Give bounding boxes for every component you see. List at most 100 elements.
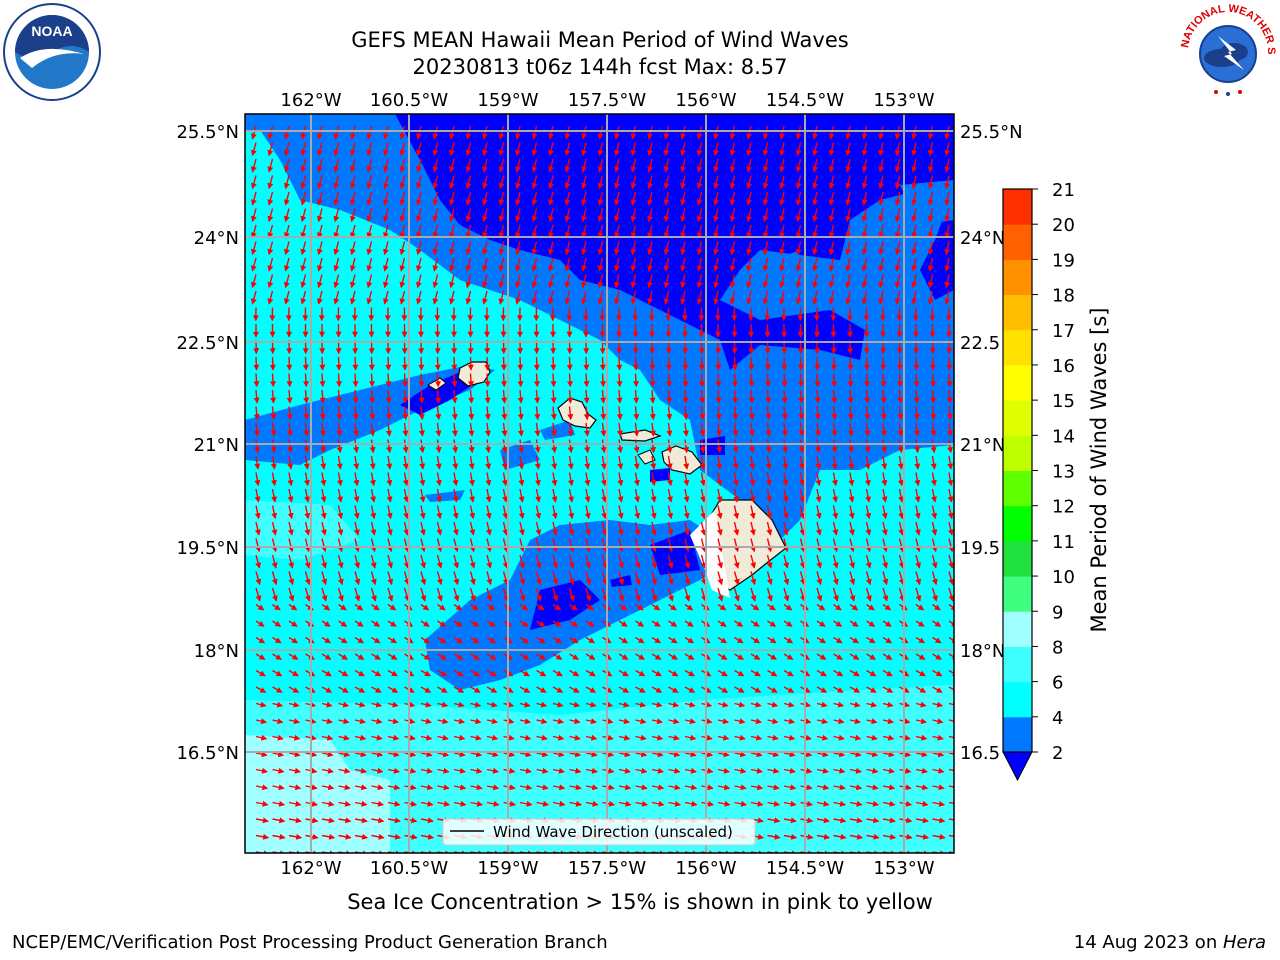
wave-direction-arrow bbox=[614, 290, 620, 305]
wave-direction-arrow bbox=[845, 125, 852, 140]
wave-direction-arrow bbox=[633, 422, 640, 437]
footer-host: Hera bbox=[1222, 932, 1266, 953]
wave-direction-arrow bbox=[649, 373, 656, 388]
wave-direction-arrow bbox=[729, 208, 736, 223]
wave-direction-arrow bbox=[451, 422, 458, 437]
wave-direction-arrow bbox=[696, 257, 703, 272]
wave-direction-arrow bbox=[797, 373, 804, 388]
wave-direction-arrow bbox=[316, 158, 323, 173]
wave-direction-arrow bbox=[418, 406, 425, 421]
wave-direction-arrow bbox=[498, 208, 505, 223]
wave-direction-arrow bbox=[911, 208, 918, 223]
wave-direction-arrow bbox=[630, 257, 637, 272]
wave-direction-arrow bbox=[647, 125, 653, 140]
wave-direction-arrow bbox=[283, 142, 290, 157]
wave-direction-arrow bbox=[748, 356, 755, 371]
wave-direction-arrow bbox=[482, 142, 488, 157]
sea-ice-caption: Sea Ice Concentration > 15% is shown in … bbox=[347, 890, 933, 914]
wave-direction-arrow bbox=[878, 191, 885, 206]
wave-direction-arrow bbox=[828, 274, 835, 289]
wave-direction-arrow bbox=[795, 142, 802, 157]
wave-direction-arrow bbox=[762, 208, 769, 223]
wave-direction-arrow bbox=[465, 274, 472, 289]
wave-direction-arrow bbox=[649, 389, 656, 404]
wave-direction-arrow bbox=[253, 356, 260, 371]
wave-direction-arrow bbox=[781, 356, 788, 371]
wave-direction-arrow bbox=[564, 208, 571, 223]
wave-direction-arrow bbox=[633, 406, 640, 421]
wave-direction-arrow bbox=[614, 191, 620, 206]
wave-direction-arrow bbox=[564, 257, 571, 272]
wave-direction-arrow bbox=[616, 373, 623, 388]
map-legend: Wind Wave Direction (unscaled) bbox=[442, 818, 756, 846]
wave-direction-arrow bbox=[665, 356, 672, 371]
wave-direction-arrow bbox=[316, 290, 323, 305]
colorbar-tick-label: 16 bbox=[1052, 356, 1075, 377]
period-under-2-region-north bbox=[395, 114, 954, 370]
wave-direction-arrow bbox=[663, 191, 670, 206]
colorbar-tick-label: 11 bbox=[1052, 532, 1075, 553]
wave-direction-arrow bbox=[830, 356, 837, 371]
wave-direction-arrow bbox=[765, 389, 772, 404]
wave-direction-arrow bbox=[366, 274, 373, 289]
wave-direction-arrow bbox=[911, 257, 918, 272]
wave-direction-arrow bbox=[680, 191, 687, 206]
wave-direction-arrow bbox=[647, 175, 653, 190]
wave-direction-arrow bbox=[548, 274, 554, 289]
wave-direction-arrow bbox=[781, 406, 788, 421]
wave-direction-arrow bbox=[647, 290, 653, 305]
wave-direction-arrow bbox=[632, 356, 639, 371]
wave-direction-arrow bbox=[713, 208, 720, 223]
wave-direction-arrow bbox=[647, 257, 653, 272]
wave-direction-arrow bbox=[944, 191, 951, 206]
wave-direction-arrow bbox=[581, 175, 587, 190]
wave-direction-arrow bbox=[501, 406, 508, 421]
wave-direction-arrow bbox=[597, 125, 604, 140]
wave-direction-arrow bbox=[647, 224, 653, 239]
wave-direction-arrow bbox=[368, 373, 375, 388]
nws-logo: NATIONAL WEATHER SERVICE bbox=[1178, 2, 1277, 99]
wave-direction-arrow bbox=[713, 191, 720, 206]
wave-direction-arrow bbox=[286, 373, 293, 388]
wave-direction-arrow bbox=[498, 257, 505, 272]
noaa-logo: NOAA bbox=[3, 3, 101, 101]
wave-direction-arrow bbox=[944, 208, 951, 223]
wave-direction-arrow bbox=[468, 406, 475, 421]
wave-direction-arrow bbox=[349, 224, 356, 239]
wave-direction-arrow bbox=[267, 208, 274, 223]
colorbar-tick-label: 15 bbox=[1052, 391, 1075, 412]
wave-direction-arrow bbox=[715, 406, 722, 421]
wave-direction-arrow bbox=[383, 158, 389, 173]
wave-direction-arrow bbox=[303, 406, 310, 421]
wave-direction-arrow bbox=[845, 191, 852, 206]
wave-direction-arrow bbox=[333, 175, 340, 190]
wave-direction-arrow bbox=[253, 389, 260, 404]
wave-direction-arrow bbox=[250, 274, 257, 289]
wave-direction-arrow bbox=[449, 191, 455, 206]
wave-direction-arrow bbox=[369, 389, 376, 404]
wave-direction-arrow bbox=[250, 125, 257, 140]
wave-direction-arrow bbox=[465, 257, 472, 272]
wave-direction-arrow bbox=[779, 125, 786, 140]
colorbar: 2 4 6 8 9 10 11 12 13 14 15 16 17 18 19 20 21 bbox=[1002, 180, 1075, 782]
wave-direction-arrow bbox=[861, 274, 868, 289]
wave-direction-arrow bbox=[911, 175, 918, 190]
wave-direction-arrow bbox=[399, 158, 406, 173]
wave-direction-arrow bbox=[812, 290, 819, 305]
wave-direction-arrow bbox=[713, 125, 720, 140]
wave-direction-arrow bbox=[316, 274, 323, 289]
wave-direction-arrow bbox=[383, 208, 389, 223]
wave-direction-arrow bbox=[250, 175, 257, 190]
wave-direction-arrow bbox=[550, 389, 557, 404]
wave-direction-arrow bbox=[797, 356, 804, 371]
wave-direction-arrow bbox=[746, 175, 753, 190]
wave-direction-arrow bbox=[911, 224, 918, 239]
wave-direction-arrow bbox=[946, 422, 953, 437]
wave-direction-arrow bbox=[564, 191, 571, 206]
lon-tick-label-bottom: 159°W bbox=[477, 858, 538, 879]
wave-direction-arrow bbox=[812, 191, 819, 206]
lon-tick-label-bottom: 154.5°W bbox=[766, 858, 845, 879]
wave-direction-arrow bbox=[944, 241, 951, 256]
wave-direction-arrow bbox=[283, 290, 290, 305]
wave-direction-arrow bbox=[319, 389, 326, 404]
